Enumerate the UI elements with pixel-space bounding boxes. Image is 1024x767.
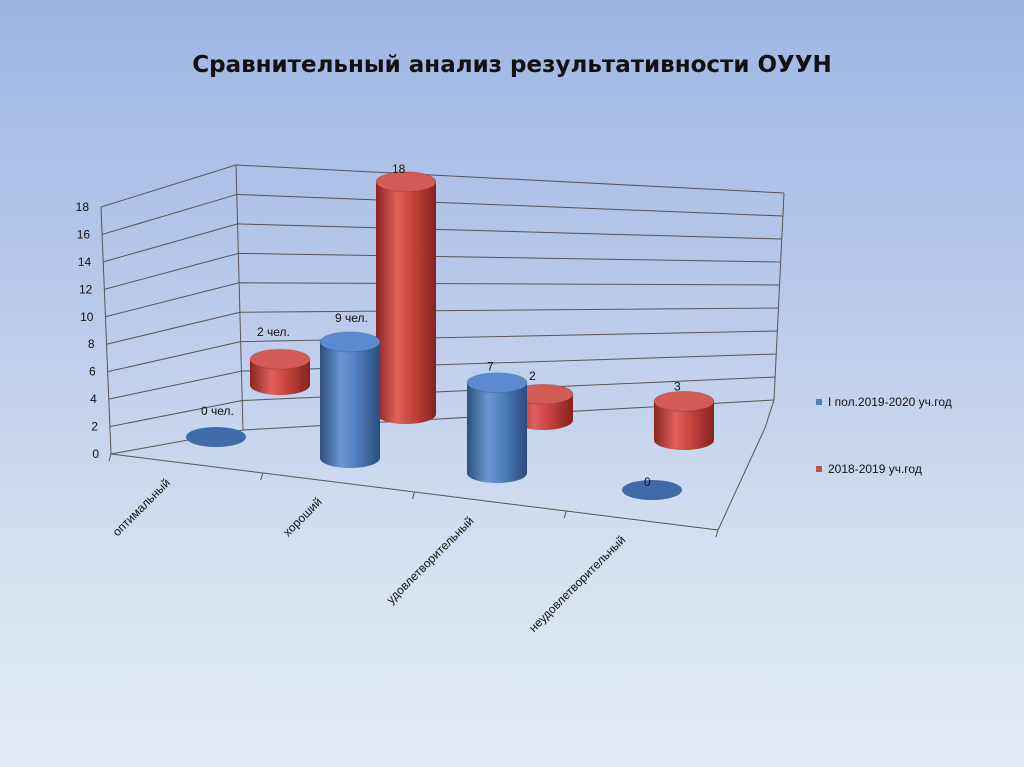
cylinder-body bbox=[654, 401, 714, 450]
cylinder-top bbox=[622, 480, 682, 500]
x-category-label: неудовлетворительный bbox=[526, 533, 628, 635]
gridline bbox=[106, 307, 779, 345]
floor-front-right-edge bbox=[717, 427, 766, 531]
y-tick-label: 4 bbox=[90, 392, 97, 406]
data-label: 0 bbox=[644, 475, 651, 489]
y-tick-label: 16 bbox=[77, 227, 91, 241]
cylinder-top bbox=[375, 171, 437, 193]
data-labels: 2 чел. 18 2 3 0 чел. 9 чел. 7 0 bbox=[201, 162, 681, 489]
cylinder-body bbox=[320, 341, 380, 468]
cylinder-top bbox=[466, 372, 528, 394]
legend-swatch bbox=[816, 399, 822, 405]
y-tick-label: 10 bbox=[80, 310, 94, 324]
data-label: 18 bbox=[392, 162, 406, 176]
gridline bbox=[105, 282, 780, 318]
bar-series1-0 bbox=[186, 427, 246, 447]
floor-right-edge bbox=[764, 399, 775, 429]
y-tick-label: 2 bbox=[91, 420, 98, 434]
cylinder-body bbox=[513, 394, 573, 430]
y-tick-label: 14 bbox=[78, 255, 92, 269]
bar-series2-0 bbox=[249, 348, 311, 395]
x-tick bbox=[412, 491, 415, 500]
data-label: 3 bbox=[674, 379, 681, 393]
data-label: 0 чел. bbox=[201, 404, 234, 418]
gridline bbox=[107, 330, 778, 373]
x-category-label: оптимальный bbox=[110, 476, 173, 539]
legend-label: 2018-2019 уч.год bbox=[828, 462, 922, 476]
bar-series1-1 bbox=[319, 331, 381, 468]
data-label: 2 чел. bbox=[257, 325, 290, 339]
x-tick bbox=[715, 529, 719, 538]
y-tick-label: 12 bbox=[79, 282, 93, 296]
cylinder-top bbox=[186, 427, 246, 447]
cylinder-body bbox=[467, 382, 527, 483]
back-right-edge bbox=[773, 192, 785, 401]
x-tick bbox=[108, 453, 112, 462]
legend-swatch bbox=[816, 466, 822, 472]
bar-series1-3 bbox=[622, 480, 682, 500]
legend-label: I пол.2019-2020 уч.год bbox=[828, 395, 952, 409]
back-left-edge bbox=[235, 164, 244, 431]
bar-series2-2 bbox=[512, 383, 574, 430]
chart-title: Сравнительный анализ результативности ОУ… bbox=[192, 52, 832, 78]
x-category-label: хороший bbox=[280, 495, 324, 539]
x-category-label: удовлетворительный bbox=[384, 514, 477, 607]
x-tick bbox=[563, 510, 567, 519]
y-axis-line bbox=[100, 206, 112, 455]
bar-series2-3 bbox=[653, 390, 715, 450]
x-tick bbox=[260, 472, 264, 481]
data-label: 2 bbox=[529, 369, 536, 383]
cylinder-body bbox=[376, 181, 436, 424]
data-label: 7 bbox=[487, 360, 494, 374]
bars bbox=[186, 171, 715, 500]
y-tick-label: 8 bbox=[88, 337, 95, 351]
gridline bbox=[100, 164, 785, 208]
bar-series1-2 bbox=[466, 372, 528, 483]
bar-series2-1 bbox=[375, 171, 437, 424]
legend: I пол.2019-2020 уч.год 2018-2019 уч.год bbox=[816, 395, 952, 476]
y-tick-label: 6 bbox=[89, 365, 96, 379]
cylinder-top bbox=[653, 390, 715, 412]
cylinder-top bbox=[319, 331, 381, 353]
cylinder-top bbox=[249, 348, 311, 370]
data-label: 9 чел. bbox=[335, 311, 368, 325]
gridline bbox=[101, 193, 783, 235]
y-tick-label: 0 bbox=[92, 447, 99, 461]
cylinder-body bbox=[250, 359, 310, 395]
y-tick-label: 18 bbox=[76, 200, 90, 214]
